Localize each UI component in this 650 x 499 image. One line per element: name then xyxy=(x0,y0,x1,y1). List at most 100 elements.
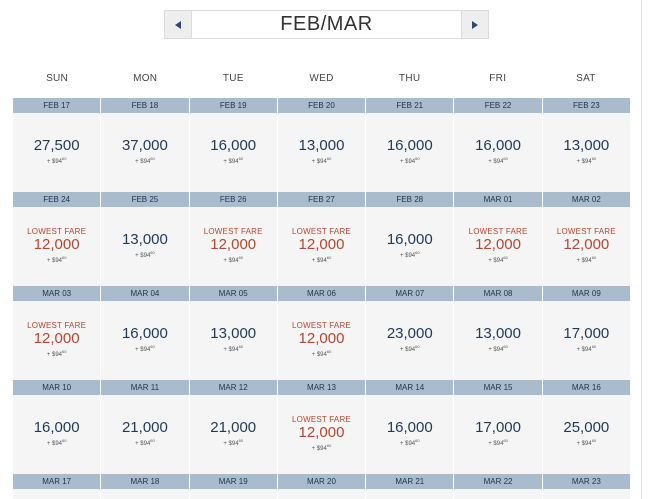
tax-amount: + $9460 xyxy=(312,441,332,454)
tax-dollars: + $94 xyxy=(576,159,592,165)
date-label: FEB 18 xyxy=(100,98,188,113)
fare-cell[interactable]: 16,000 + $9460 xyxy=(188,113,277,192)
tax-amount: + $9460 xyxy=(577,154,597,167)
fare-cell[interactable]: LOWEST FARE 12,000 + $9460 xyxy=(453,207,541,286)
miles-price: 17,000 xyxy=(563,325,610,342)
calendar-grid: FEB 17 FEB 18 FEB 19 FEB 20 FEB 21 FEB 22 FEB … xyxy=(13,98,630,499)
tax-dollars: + $94 xyxy=(223,441,239,447)
fare-cell[interactable] xyxy=(188,489,277,499)
month-title: FEB/MAR xyxy=(280,13,373,35)
fare-cell[interactable]: 16,000 + $9460 xyxy=(365,113,453,192)
date-label: MAR 18 xyxy=(100,474,188,489)
fare-cell[interactable] xyxy=(541,489,630,499)
lowest-fare-label: LOWEST FARE xyxy=(468,227,528,236)
fare-cell[interactable] xyxy=(365,489,453,499)
fare-cell[interactable]: 16,000 + $9460 xyxy=(365,207,453,286)
fare-block: 16,000 + $9460 xyxy=(454,113,541,192)
tax-dollars: + $94 xyxy=(223,347,239,353)
tax-dollars: + $94 xyxy=(135,441,151,447)
date-strip: MAR 03 MAR 04 MAR 05 MAR 06 MAR 07 MAR 08 MAR … xyxy=(13,286,630,301)
date-label: MAR 01 xyxy=(453,192,541,207)
date-strip: MAR 10 MAR 11 MAR 12 MAR 13 MAR 14 MAR 15 MAR … xyxy=(13,380,630,395)
tax-dollars: + $94 xyxy=(46,352,62,358)
date-label: MAR 11 xyxy=(100,380,188,395)
fare-block: 37,000 + $9460 xyxy=(101,113,188,192)
tax-cents: 60 xyxy=(415,250,420,255)
tax-dollars: + $94 xyxy=(46,159,62,165)
fare-cell[interactable]: 16,000 + $9460 xyxy=(453,113,541,192)
fare-cell[interactable]: 16,000 + $9460 xyxy=(100,301,188,380)
fare-cell[interactable]: 16,000 + $9460 xyxy=(365,395,453,474)
date-label: MAR 09 xyxy=(541,286,630,301)
fare-cell[interactable]: 21,000 + $9460 xyxy=(100,395,188,474)
calendar-week: MAR 03 MAR 04 MAR 05 MAR 06 MAR 07 MAR 08 MAR … xyxy=(13,286,630,380)
tax-dollars: + $94 xyxy=(399,441,416,447)
date-label: MAR 21 xyxy=(365,474,453,489)
fare-block: 17,000 + $9460 xyxy=(543,301,630,380)
fare-cell[interactable]: LOWEST FARE 12,000 + $9460 xyxy=(13,301,100,380)
tax-amount: + $9460 xyxy=(312,347,332,360)
calendar-week: FEB 17 FEB 18 FEB 19 FEB 20 FEB 21 FEB 22 FEB … xyxy=(13,98,630,192)
tax-cents: 60 xyxy=(62,349,67,354)
fare-cell[interactable]: 25,000 + $9460 xyxy=(541,395,630,474)
date-label: FEB 27 xyxy=(276,192,365,207)
miles-price: 12,000 xyxy=(298,236,345,253)
date-strip: FEB 24 FEB 25 FEB 26 FEB 27 FEB 28 MAR 01 MAR … xyxy=(13,192,630,207)
fare-cell[interactable]: LOWEST FARE 12,000 + $9460 xyxy=(276,301,365,380)
fare-cell[interactable] xyxy=(276,489,365,499)
tax-cents: 60 xyxy=(591,438,597,443)
fare-cell[interactable]: LOWEST FARE 12,000 + $9460 xyxy=(276,395,365,474)
fare-strip: LOWEST FARE 12,000 + $9460 13,000 + $9460 LOW… xyxy=(13,207,630,286)
tax-amount: + $9460 xyxy=(400,436,420,449)
fare-cell[interactable]: LOWEST FARE 12,000 + $9460 xyxy=(188,207,277,286)
date-label: FEB 22 xyxy=(453,98,541,113)
lowest-fare-label: LOWEST FARE xyxy=(27,227,87,236)
fare-cell[interactable]: LOWEST FARE 12,000 + $9460 xyxy=(276,207,365,286)
tax-cents: 60 xyxy=(238,156,244,161)
date-label: MAR 13 xyxy=(276,380,365,395)
fare-cell[interactable]: 27,500 + $9460 xyxy=(13,113,100,192)
fare-cell[interactable]: 21,000 + $9460 xyxy=(188,395,277,474)
next-month-button[interactable] xyxy=(461,11,488,38)
fare-block: 25,000 + $9460 xyxy=(543,395,630,474)
date-label: MAR 02 xyxy=(541,192,630,207)
fare-block: 16,000 + $9460 xyxy=(101,301,188,380)
fare-cell[interactable]: LOWEST FARE 12,000 + $9460 xyxy=(13,207,100,286)
fare-cell[interactable]: LOWEST FARE 12,000 + $9460 xyxy=(541,207,630,286)
fare-cell[interactable]: 16,000 + $9460 xyxy=(13,395,100,474)
date-label: MAR 05 xyxy=(188,286,277,301)
miles-price: 16,000 xyxy=(121,325,168,342)
fare-cell[interactable]: 37,000 + $9460 xyxy=(100,113,188,192)
miles-price: 12,000 xyxy=(298,424,345,441)
fare-cell[interactable]: 17,000 + $9460 xyxy=(453,395,541,474)
fare-cell[interactable]: 13,000 + $9460 xyxy=(453,301,541,380)
previous-month-button[interactable] xyxy=(165,11,192,38)
tax-cents: 60 xyxy=(415,438,420,443)
tax-amount: + $9460 xyxy=(47,347,67,360)
tax-cents: 60 xyxy=(326,255,332,260)
miles-price: 21,000 xyxy=(210,419,257,436)
tax-amount: + $9460 xyxy=(488,154,508,167)
date-label: MAR 12 xyxy=(188,380,277,395)
tax-amount: + $9460 xyxy=(135,436,155,449)
fare-block: 27,500 + $9460 xyxy=(13,113,100,192)
tax-cents: 60 xyxy=(62,438,67,443)
dow-mon: MON xyxy=(133,73,158,84)
fare-cell[interactable] xyxy=(13,489,100,499)
miles-price: 27,500 xyxy=(33,137,80,154)
fare-cell[interactable]: 13,000 + $9460 xyxy=(276,113,365,192)
tax-cents: 60 xyxy=(238,255,244,260)
fare-cell[interactable] xyxy=(100,489,188,499)
fare-cell[interactable]: 17,000 + $9460 xyxy=(541,301,630,380)
fare-cell[interactable]: 13,000 + $9460 xyxy=(100,207,188,286)
fare-block: 21,000 + $9460 xyxy=(101,395,188,474)
fare-cell[interactable] xyxy=(453,489,541,499)
date-label: FEB 26 xyxy=(188,192,277,207)
triangle-left-icon xyxy=(175,20,181,29)
fare-cell[interactable]: 13,000 + $9460 xyxy=(541,113,630,192)
fare-cell[interactable]: 23,000 + $9460 xyxy=(365,301,453,380)
fare-cell[interactable]: 13,000 + $9460 xyxy=(188,301,277,380)
tax-dollars: + $94 xyxy=(311,159,327,165)
date-label: MAR 15 xyxy=(453,380,541,395)
